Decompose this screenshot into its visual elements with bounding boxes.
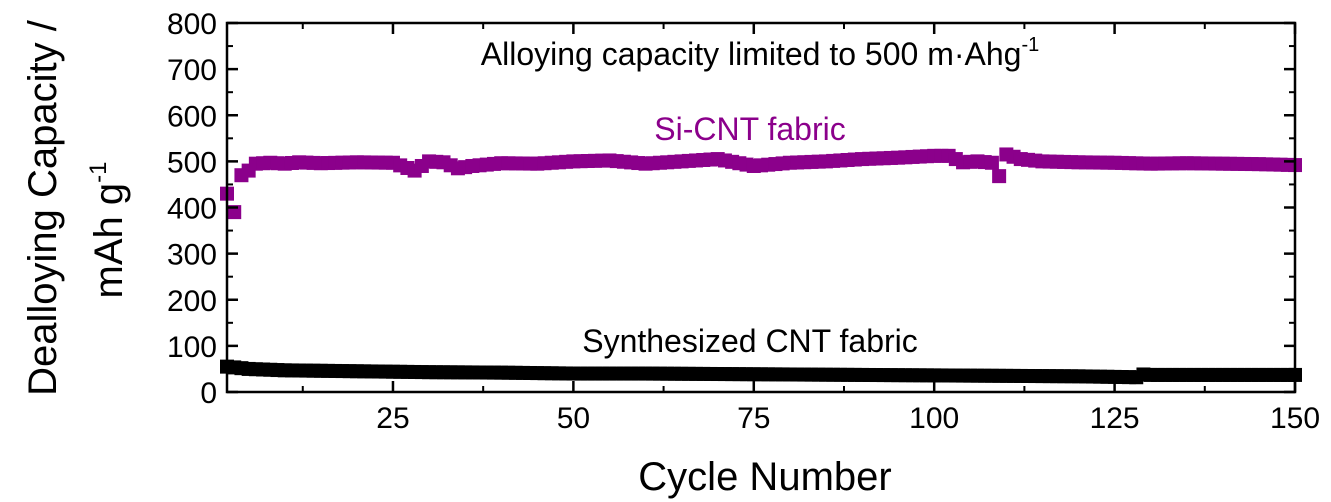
y-tick-label: 100 (167, 331, 217, 364)
y-axis-title-line2: mAh g-1 (85, 162, 131, 299)
y-axis-title-line2-base: mAh g (87, 183, 131, 299)
series-synthesized-cnt-fabric (220, 359, 1302, 385)
x-tick-label: 50 (557, 402, 590, 435)
y-axis-title-line2-sup: -1 (85, 162, 112, 183)
x-axis-title: Cycle Number (638, 455, 891, 499)
x-tick-label: 125 (1090, 402, 1140, 435)
y-tick-label: 600 (167, 100, 217, 133)
si-series-label: Si-CNT fabric (654, 111, 845, 147)
series-si-cnt-fabric (220, 147, 1302, 220)
y-axis-title-line1: Dealloying Capacity / (21, 19, 65, 396)
limit-annotation: Alloying capacity limited to 500 m·Ahg-1 (481, 34, 1040, 72)
x-tick-label: 100 (909, 402, 959, 435)
limit-annotation-sup: -1 (1021, 34, 1039, 56)
x-tick-label: 75 (737, 402, 770, 435)
y-tick-label: 700 (167, 54, 217, 87)
y-tick-label: 0 (200, 377, 217, 410)
y-tick-label: 300 (167, 239, 217, 272)
cnt-series-label: Synthesized CNT fabric (582, 323, 918, 359)
axes: 25 50 75 100 125 150 0 100 200 300 400 500 600 700 800 (167, 8, 1320, 435)
y-tick-label: 500 (167, 146, 217, 179)
limit-annotation-base: Alloying capacity limited to 500 m·Ahg (481, 36, 1022, 72)
x-tick-label: 150 (1270, 402, 1320, 435)
y-tick-label: 200 (167, 285, 217, 318)
y-tick-label: 800 (167, 8, 217, 41)
x-tick-label: 25 (376, 402, 409, 435)
data-point (984, 155, 999, 170)
plot-marks (220, 147, 1302, 385)
y-tick-label: 400 (167, 193, 217, 226)
data-point (992, 169, 1007, 184)
